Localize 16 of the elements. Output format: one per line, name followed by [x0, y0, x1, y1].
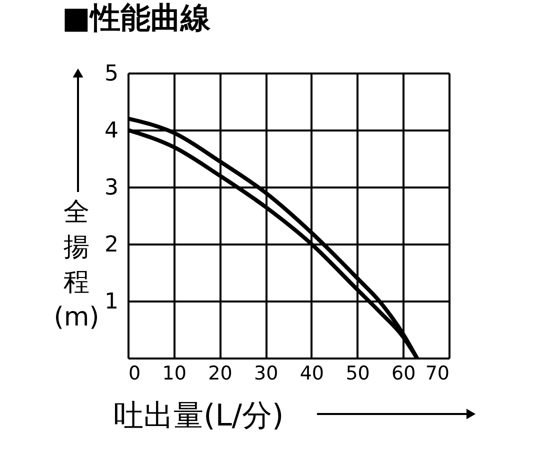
x-tick-label: 30: [254, 362, 278, 384]
y-tick-label: 2: [104, 232, 118, 258]
x-tick-label: 50: [346, 362, 370, 384]
y-axis-title: 全揚程(m): [54, 198, 100, 332]
y-tick-label: 1: [104, 290, 118, 314]
x-tick-label: 20: [208, 362, 232, 384]
chart-title: ■性能曲線: [62, 1, 212, 36]
x-tick-label: 10: [162, 362, 186, 384]
x-tick-label: 60: [392, 362, 416, 384]
y-tick-label: 4: [104, 118, 118, 144]
x-axis-title: 吐出量(L/分): [114, 398, 284, 434]
x-tick-label: 40: [300, 362, 324, 384]
x-tick-label: 70: [425, 362, 450, 384]
y-tick-label: 5: [104, 62, 118, 86]
y-tick-label: 3: [104, 176, 118, 200]
x-tick-label: 0: [128, 362, 141, 384]
